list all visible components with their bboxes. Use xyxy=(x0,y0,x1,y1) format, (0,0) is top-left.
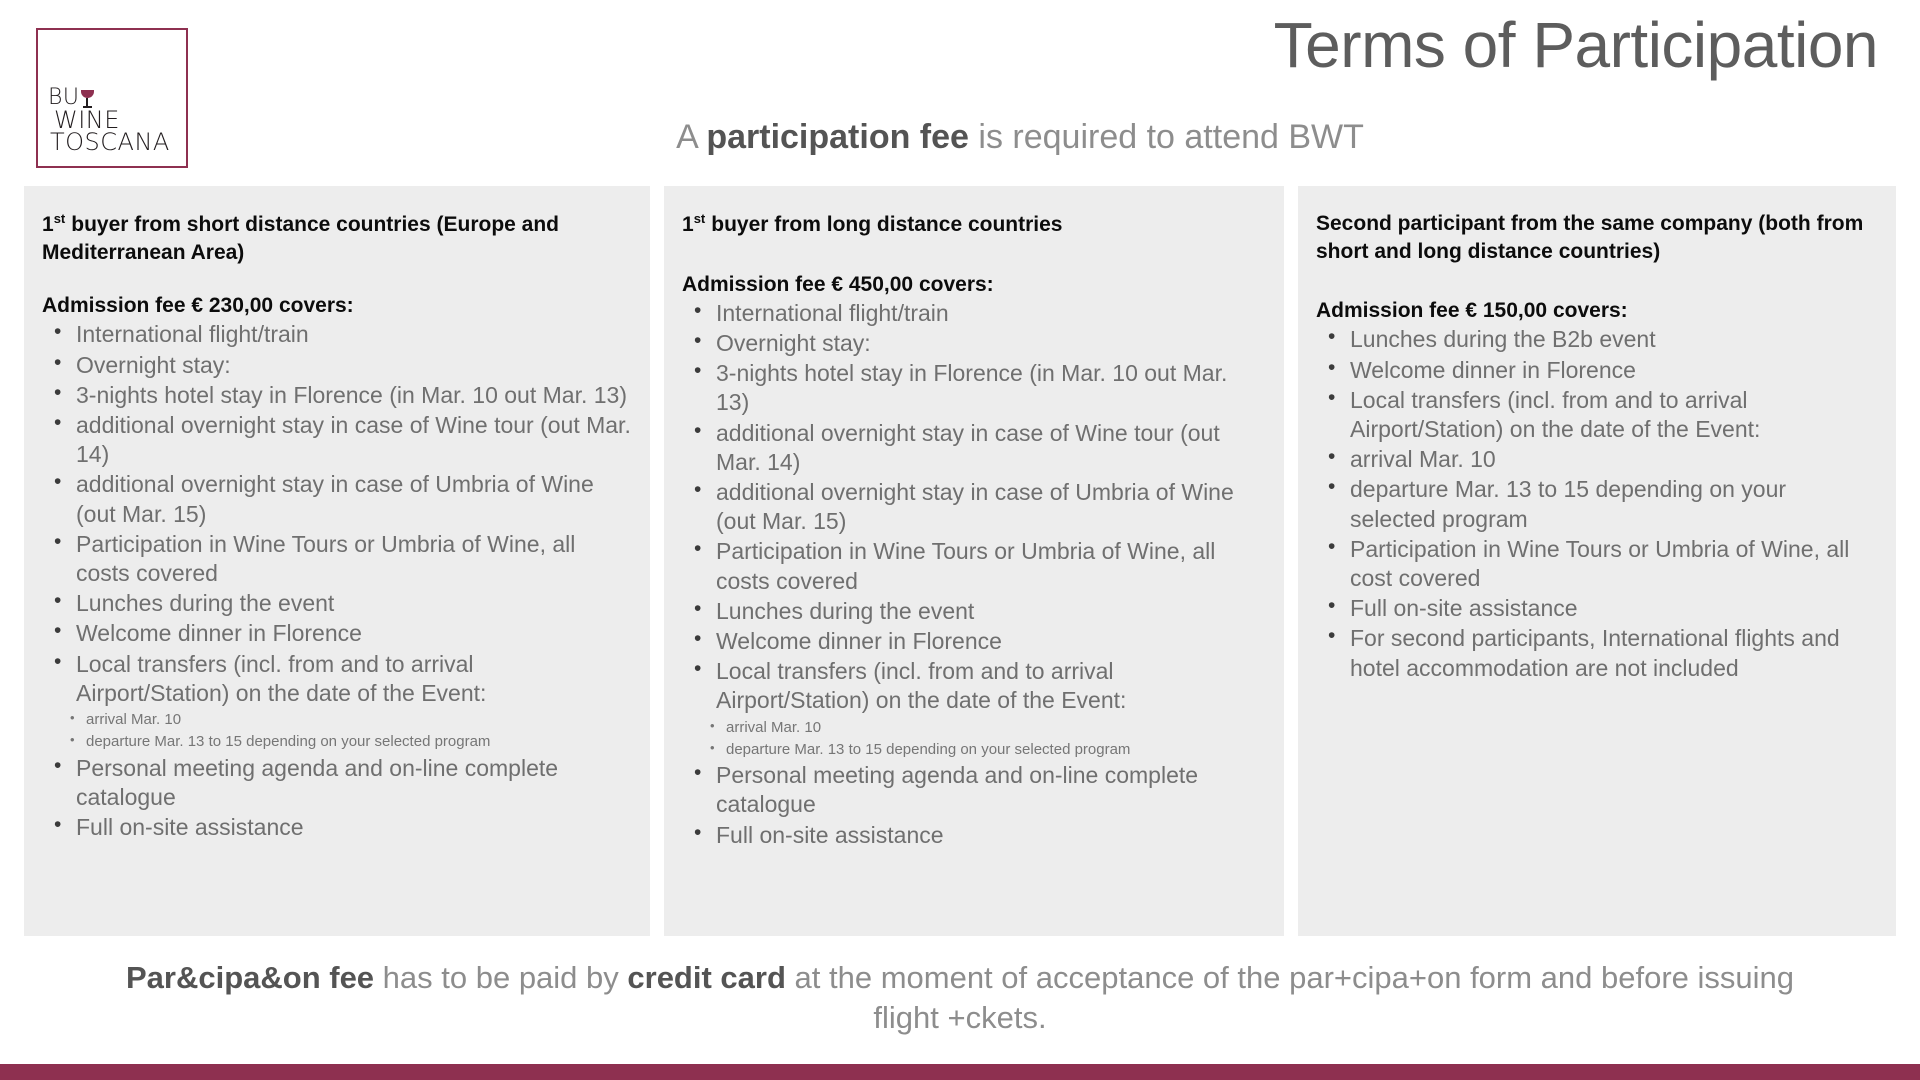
column-heading-ordinal: st xyxy=(693,211,706,226)
column-heading: 1st buyer from short distance countries (… xyxy=(42,210,632,266)
list-item: Lunches during the event xyxy=(694,596,1266,626)
subtitle-pre: A xyxy=(676,118,707,156)
benefits-list: Lunches during the B2b eventWelcome dinn… xyxy=(1316,324,1878,682)
list-item: International flight/train xyxy=(694,298,1266,328)
list-item: Participation in Wine Tours or Umbria of… xyxy=(1328,534,1878,593)
pricing-column-long-distance: 1st buyer from long distance countries Ad… xyxy=(664,186,1284,936)
payment-note: Par&cipa&on fee has to be paid by credit… xyxy=(120,958,1800,1037)
list-item: additional overnight stay in case of Umb… xyxy=(694,477,1266,536)
brand-logo-line1: BU xyxy=(48,85,80,111)
bottom-accent-bar xyxy=(0,1064,1920,1080)
pricing-column-short-distance: 1st buyer from short distance countries (… xyxy=(24,186,650,936)
list-item: Lunches during the B2b event xyxy=(1328,324,1878,354)
page-subtitle: A participation fee is required to atten… xyxy=(0,118,1920,157)
column-heading-text: buyer from short distance countries (Eur… xyxy=(42,213,559,264)
list-item: International flight/train xyxy=(54,319,632,349)
list-item: Personal meeting agenda and on-line comp… xyxy=(694,760,1266,819)
list-item: departure Mar. 13 to 15 depending on you… xyxy=(70,731,632,752)
payment-note-mid: has to be paid by xyxy=(374,960,628,995)
subtitle-emphasis: participation fee xyxy=(706,118,969,156)
column-heading-text: buyer from long distance countries xyxy=(711,213,1063,236)
list-item: Local transfers (incl. from and to arriv… xyxy=(1328,385,1878,444)
list-item: additional overnight stay in case of Umb… xyxy=(54,469,632,528)
list-item: Full on-site assistance xyxy=(54,812,632,842)
brand-logo-line2: WINE xyxy=(54,105,120,134)
payment-note-bold-2: credit card xyxy=(627,960,786,995)
payment-note-bold-1: Par&cipa&on fee xyxy=(125,960,375,995)
list-item: Overnight stay: xyxy=(54,350,632,380)
list-item: Personal meeting agenda and on-line comp… xyxy=(54,753,632,812)
list-item: arrival Mar. 10 xyxy=(710,717,1266,738)
list-item: For second participants, International f… xyxy=(1328,623,1878,682)
column-heading: 1st buyer from long distance countries xyxy=(682,210,1266,239)
column-heading-text: Second participant from the same company… xyxy=(1316,212,1864,263)
list-item: Local transfers (incl. from and to arriv… xyxy=(54,649,632,708)
list-item: Welcome dinner in Florence xyxy=(694,626,1266,656)
column-heading: Second participant from the same company… xyxy=(1316,210,1878,265)
admission-fee-line: Admission fee € 230,00 covers: xyxy=(42,294,354,318)
list-item: Lunches during the event xyxy=(54,588,632,618)
list-item: departure Mar. 13 to 15 depending on you… xyxy=(710,739,1266,760)
list-item: Overnight stay: xyxy=(694,328,1266,358)
list-item: arrival Mar. 10 xyxy=(70,709,632,730)
pricing-column-second-participant: Second participant from the same company… xyxy=(1298,186,1896,936)
admission-fee-line: Admission fee € 150,00 covers: xyxy=(1316,299,1628,323)
column-heading-prefix: 1 xyxy=(42,213,54,236)
list-item: Participation in Wine Tours or Umbria of… xyxy=(54,529,632,588)
list-item: arrival Mar. 10 xyxy=(1328,444,1878,474)
list-item: 3-nights hotel stay in Florence (in Mar.… xyxy=(54,380,632,410)
list-item: Participation in Wine Tours or Umbria of… xyxy=(694,536,1266,595)
benefits-list: International flight/trainOvernight stay… xyxy=(42,319,632,842)
brand-logo: BU WINE TOSCANA xyxy=(36,28,188,168)
wine-glass-icon xyxy=(80,89,94,109)
list-item: Welcome dinner in Florence xyxy=(1328,355,1878,385)
list-item: Local transfers (incl. from and to arriv… xyxy=(694,656,1266,715)
list-item: Full on-site assistance xyxy=(694,820,1266,850)
brand-logo-text: BU WINE TOSCANA xyxy=(48,85,170,157)
payment-note-tail: at the moment of acceptance of the par+c… xyxy=(785,960,1795,1035)
list-item: additional overnight stay in case of Win… xyxy=(694,418,1266,477)
pricing-columns: 1st buyer from short distance countries (… xyxy=(24,186,1896,936)
brand-logo-line3: TOSCANA xyxy=(50,128,170,157)
list-item: Welcome dinner in Florence xyxy=(54,618,632,648)
admission-fee-line: Admission fee € 450,00 covers: xyxy=(682,272,994,296)
subtitle-post: is required to attend BWT xyxy=(968,118,1364,156)
brand-logo-line1-row: BU xyxy=(48,85,170,111)
list-item: Full on-site assistance xyxy=(1328,593,1878,623)
list-item: 3-nights hotel stay in Florence (in Mar.… xyxy=(694,358,1266,417)
page-title: Terms of Participation xyxy=(1273,9,1879,81)
list-item: departure Mar. 13 to 15 depending on you… xyxy=(1328,474,1878,533)
list-item: additional overnight stay in case of Win… xyxy=(54,410,632,469)
benefits-list: International flight/trainOvernight stay… xyxy=(682,298,1266,850)
column-heading-prefix: 1 xyxy=(682,213,694,236)
column-heading-ordinal: st xyxy=(53,211,66,226)
